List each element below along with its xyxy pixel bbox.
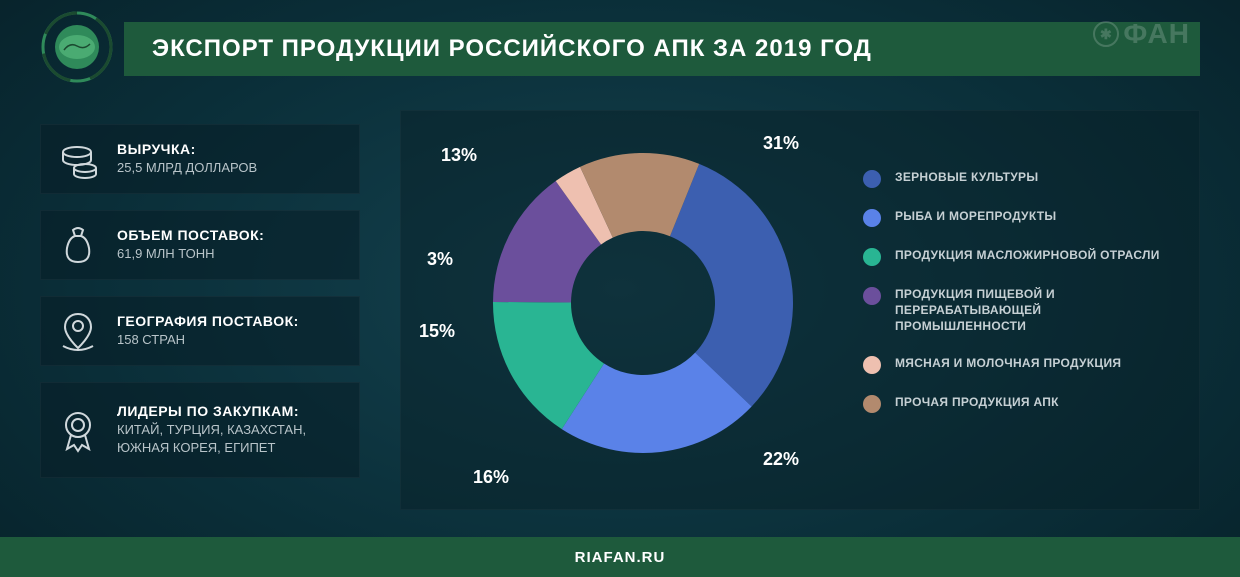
watermark-icon: ✱	[1093, 21, 1119, 47]
stat-leaders: ЛИДЕРЫ ПО ЗАКУПКАМ: КИТАЙ, ТУРЦИЯ, КАЗАХ…	[40, 382, 360, 478]
stat-label: ГЕОГРАФИЯ ПОСТАВОК:	[117, 313, 343, 329]
legend-label: ПРОДУКЦИЯ ПИЩЕВОЙ И ПЕРЕРАБАТЫВАЮЩЕЙ ПРО…	[895, 286, 1173, 335]
stat-revenue: ВЫРУЧКА: 25,5 МЛРД ДОЛЛАРОВ	[40, 124, 360, 194]
legend-swatch	[863, 395, 881, 413]
legend-label: МЯСНАЯ И МОЛОЧНАЯ ПРОДУКЦИЯ	[895, 355, 1121, 371]
legend-swatch	[863, 356, 881, 374]
stat-label: ОБЪЕМ ПОСТАВОК:	[117, 227, 343, 243]
header-bar: ЭКСПОРТ ПРОДУКЦИИ РОССИЙСКОГО АПК ЗА 201…	[124, 22, 1200, 76]
bag-icon	[55, 222, 101, 268]
infographic-page: ЭКСПОРТ ПРОДУКЦИИ РОССИЙСКОГО АПК ЗА 201…	[0, 0, 1240, 577]
slice-percent-label: 15%	[419, 321, 455, 342]
legend-swatch	[863, 248, 881, 266]
stat-volume: ОБЪЕМ ПОСТАВОК: 61,9 МЛН ТОНН	[40, 210, 360, 280]
watermark-text: ФАН	[1123, 18, 1190, 50]
stat-label: ВЫРУЧКА:	[117, 141, 343, 157]
legend-label: РЫБА И МОРЕПРОДУКТЫ	[895, 208, 1056, 224]
coins-icon	[55, 136, 101, 182]
slice-percent-label: 3%	[427, 249, 453, 270]
legend-item: РЫБА И МОРЕПРОДУКТЫ	[863, 208, 1173, 227]
legend-item: МЯСНАЯ И МОЛОЧНАЯ ПРОДУКЦИЯ	[863, 355, 1173, 374]
legend-item: ПРОЧАЯ ПРОДУКЦИЯ АПК	[863, 394, 1173, 413]
footer-text: RIAFAN.RU	[575, 549, 666, 566]
stat-value: 158 СТРАН	[117, 331, 343, 349]
slice-percent-label: 22%	[763, 449, 799, 470]
stat-value: КИТАЙ, ТУРЦИЯ, КАЗАХСТАН, ЮЖНАЯ КОРЕЯ, Е…	[117, 421, 343, 456]
stat-value: 25,5 МЛРД ДОЛЛАРОВ	[117, 159, 343, 177]
page-title: ЭКСПОРТ ПРОДУКЦИИ РОССИЙСКОГО АПК ЗА 201…	[152, 35, 872, 63]
legend-label: ЗЕРНОВЫЕ КУЛЬТУРЫ	[895, 169, 1038, 185]
slice-percent-label: 16%	[473, 467, 509, 488]
stat-value: 61,9 МЛН ТОНН	[117, 245, 343, 263]
source-logo	[40, 10, 114, 84]
legend-label: ПРОЧАЯ ПРОДУКЦИЯ АПК	[895, 394, 1059, 410]
stat-label: ЛИДЕРЫ ПО ЗАКУПКАМ:	[117, 403, 343, 419]
pin-icon	[55, 308, 101, 354]
donut-chart	[483, 143, 803, 463]
legend-item: ЗЕРНОВЫЕ КУЛЬТУРЫ	[863, 169, 1173, 188]
legend-swatch	[863, 287, 881, 305]
chart-legend: ЗЕРНОВЫЕ КУЛЬТУРЫ РЫБА И МОРЕПРОДУКТЫ ПРОД…	[863, 169, 1173, 433]
ribbon-icon	[55, 407, 101, 453]
legend-swatch	[863, 170, 881, 188]
legend-swatch	[863, 209, 881, 227]
footer-bar: RIAFAN.RU	[0, 537, 1240, 577]
stats-column: ВЫРУЧКА: 25,5 МЛРД ДОЛЛАРОВ ОБЪЕМ ПОСТАВ…	[40, 124, 360, 494]
stat-geography: ГЕОГРАФИЯ ПОСТАВОК: 158 СТРАН	[40, 296, 360, 366]
watermark: ✱ ФАН	[1093, 18, 1190, 50]
chart-panel: 31% 22% 16% 15% 3% 13% ЗЕРНОВЫЕ КУЛЬТУРЫ РЫБА …	[400, 110, 1200, 510]
legend-label: ПРОДУКЦИЯ МАСЛОЖИРНОВОЙ ОТРАСЛИ	[895, 247, 1160, 263]
slice-percent-label: 31%	[763, 133, 799, 154]
slice-percent-label: 13%	[441, 145, 477, 166]
legend-item: ПРОДУКЦИЯ ПИЩЕВОЙ И ПЕРЕРАБАТЫВАЮЩЕЙ ПРО…	[863, 286, 1173, 335]
legend-item: ПРОДУКЦИЯ МАСЛОЖИРНОВОЙ ОТРАСЛИ	[863, 247, 1173, 266]
